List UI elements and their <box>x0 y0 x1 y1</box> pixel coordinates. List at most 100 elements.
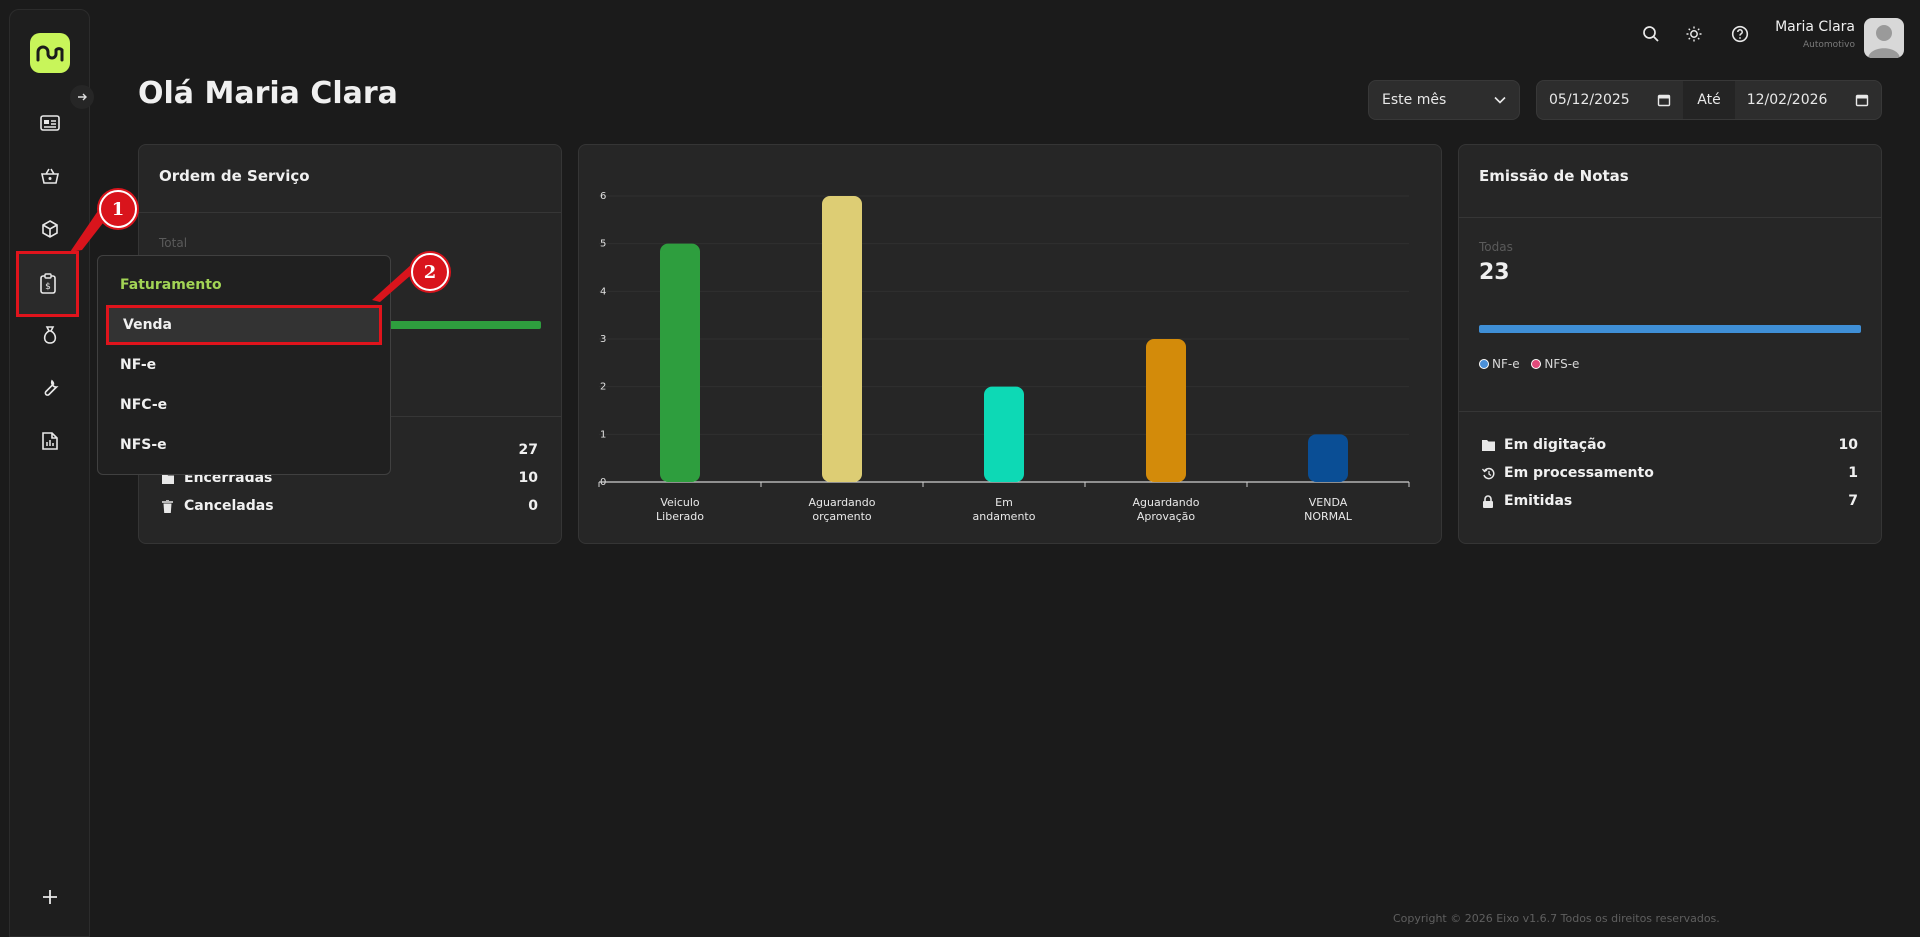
date-separator: Até <box>1683 81 1735 119</box>
report-icon <box>42 432 58 450</box>
nav-sales[interactable] <box>30 156 70 196</box>
nav-finance[interactable] <box>30 315 70 355</box>
notes-row-label: Emitidas <box>1504 493 1573 509</box>
footer-copyright: Copyright © 2026 Eixo v1.6.7 Todos os di… <box>1393 912 1720 925</box>
notes-row-processing: Em processamento 1 <box>1482 462 1858 484</box>
x-category-label: Liberado <box>656 510 704 523</box>
sidebar <box>9 9 90 937</box>
box-icon <box>42 220 58 238</box>
divider <box>1459 411 1881 412</box>
nav-dashboard[interactable] <box>30 103 70 143</box>
x-category-label: Aguardando <box>809 496 876 509</box>
user-avatar-icon <box>1868 25 1900 58</box>
search-icon <box>1643 26 1659 42</box>
avatar[interactable] <box>1864 18 1904 58</box>
bar-2 <box>822 196 862 482</box>
money-bag-icon <box>43 326 57 344</box>
y-tick-label: 1 <box>600 429 606 440</box>
x-category-label: Aprovação <box>1137 510 1196 523</box>
notes-total: 23 <box>1479 260 1510 285</box>
lock-icon <box>1482 494 1500 508</box>
search-button[interactable] <box>1639 22 1663 46</box>
help-icon <box>1731 25 1749 43</box>
legend-dot <box>1531 359 1542 369</box>
period-select[interactable]: Este mês <box>1368 80 1520 120</box>
date-from-field[interactable]: 05/12/2025 <box>1537 81 1683 119</box>
notes-all-label: Todas <box>1479 240 1513 254</box>
nav-reports[interactable] <box>30 421 70 461</box>
date-range: 05/12/2025 Até 12/02/2026 <box>1536 80 1882 120</box>
billing-dropdown-menu: Faturamento Venda NF-e NFC-e NFS-e <box>97 255 391 475</box>
nav-billing[interactable]: $ <box>16 251 79 317</box>
x-category-label: andamento <box>973 510 1036 523</box>
orders-row-canceled: Canceladas 0 <box>162 495 538 517</box>
notes-row-label: Em digitação <box>1504 437 1607 453</box>
bar-4 <box>1146 339 1186 482</box>
theme-toggle[interactable] <box>1682 22 1706 46</box>
legend-dot <box>1479 359 1489 369</box>
x-category-label: Veiculo <box>660 496 700 509</box>
orders-row-value: 10 <box>518 470 538 486</box>
history-icon <box>1482 467 1500 480</box>
legend-label: NFS-e <box>1544 357 1580 371</box>
basket-icon <box>41 168 59 184</box>
orders-row-value: 0 <box>528 498 538 514</box>
id-card-icon <box>40 115 60 131</box>
user-name[interactable]: Maria Clara <box>1775 19 1855 35</box>
menu-item-nfce[interactable]: NFC-e <box>120 397 168 413</box>
app-logo[interactable] <box>30 33 70 73</box>
divider <box>1459 217 1881 218</box>
date-to-field[interactable]: 12/02/2026 <box>1735 81 1881 119</box>
date-from-value: 05/12/2025 <box>1549 92 1630 108</box>
bar-3 <box>984 386 1024 482</box>
legend-item-nfse[interactable]: NFS-e <box>1531 357 1579 371</box>
nav-services[interactable] <box>30 368 70 408</box>
y-tick-label: 5 <box>600 239 606 250</box>
notes-legend: NF-e NFS-e <box>1479 357 1579 371</box>
folder-icon <box>1482 439 1500 451</box>
add-button[interactable] <box>30 877 70 917</box>
x-category-label: Em <box>995 496 1013 509</box>
bar-5 <box>1308 434 1348 482</box>
x-category-label: Aguardando <box>1133 496 1200 509</box>
menu-item-nfe[interactable]: NF-e <box>120 357 157 373</box>
page-title: Olá Maria Clara <box>138 76 398 111</box>
notes-row-issued: Emitidas 7 <box>1482 490 1858 512</box>
x-category-label: NORMAL <box>1304 510 1353 523</box>
notes-row-label: Em processamento <box>1504 465 1654 481</box>
help-button[interactable] <box>1728 22 1752 46</box>
expand-sidebar-button[interactable] <box>70 85 94 109</box>
wrench-icon <box>44 379 59 396</box>
callout-badge-1: 1 <box>99 190 137 228</box>
folder-icon <box>162 473 180 484</box>
menu-item-nfse[interactable]: NFS-e <box>120 437 167 453</box>
legend-item-nfe[interactable]: NF-e <box>1479 357 1520 371</box>
notes-card-title: Emissão de Notas <box>1479 167 1629 185</box>
y-tick-label: 4 <box>600 286 606 297</box>
calendar-icon[interactable] <box>1855 93 1869 107</box>
notes-row-value: 1 <box>1848 465 1858 481</box>
date-to-value: 12/02/2026 <box>1746 92 1828 108</box>
notes-row-typing: Em digitação 10 <box>1482 434 1858 456</box>
arrow-right-icon <box>78 93 87 101</box>
y-tick-label: 2 <box>600 382 606 393</box>
clipboard-dollar-icon: $ <box>39 273 56 294</box>
y-tick-label: 3 <box>600 334 606 345</box>
period-select-value: Este mês <box>1382 92 1447 108</box>
calendar-icon[interactable] <box>1657 93 1671 107</box>
notes-row-value: 7 <box>1848 493 1858 509</box>
y-tick-label: 6 <box>600 191 606 202</box>
menu-item-venda[interactable]: Venda <box>106 305 382 345</box>
callout-badge-2: 2 <box>411 253 449 291</box>
trash-icon <box>162 499 180 513</box>
notes-progress-bar <box>1479 325 1861 333</box>
bar-1 <box>660 243 700 482</box>
nav-products[interactable] <box>30 209 70 249</box>
status-bar-chart: 0123456VeiculoLiberadoAguardandoorçament… <box>598 191 1410 523</box>
divider <box>139 212 561 213</box>
logo-icon <box>36 45 64 62</box>
notes-card: Emissão de Notas Todas 23 NF-e NFS-e Em … <box>1458 144 1882 544</box>
x-category-label: VENDA <box>1309 496 1348 509</box>
orders-row-value: 27 <box>518 442 538 458</box>
